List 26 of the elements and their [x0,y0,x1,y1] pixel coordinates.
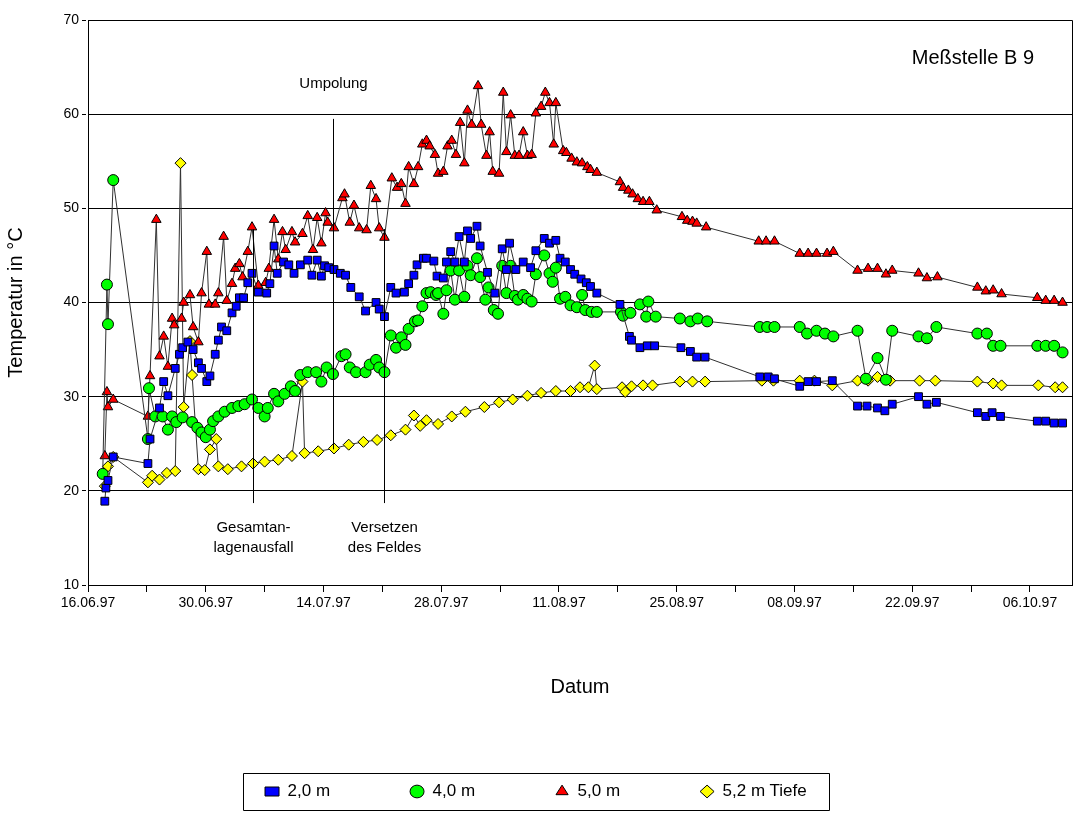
ref-line-label: Versetzen des Feldes [347,517,422,555]
x-tick-label: 30.06.97 [178,594,234,611]
y-tick-label: 60 [63,105,80,122]
x-tick-label: 25.08.97 [649,594,705,611]
legend-label: 5,0 m [577,781,621,801]
x-tick-label: 11.08.97 [532,594,586,611]
legend-label: 2,0 m [287,781,331,801]
x-tick-label: 16.06.97 [60,594,116,611]
y-tick-label: 30 [63,387,80,404]
legend-label: 4,0 m [432,781,476,801]
y-tick-label: 20 [63,481,80,498]
y-tick-label: 10 [63,575,80,592]
y-tick-label: 50 [63,199,80,216]
x-tick-label: 22.09.97 [884,594,940,611]
legend-label: 5,2 m Tiefe [722,781,807,801]
x-tick-label: 14.07.97 [296,594,351,611]
y-axis-title: Temperatur in °C [3,227,26,378]
x-axis-title: Datum [550,674,610,697]
text: Meßstelle B 9 [911,45,1034,68]
x-tick-label: 06.10.97 [1002,594,1058,611]
x-tick-label: 28.07.97 [413,594,469,611]
ref-line-label: Umpolung [299,74,368,92]
y-tick-label: 70 [63,10,80,27]
y-tick-label: 40 [63,293,80,310]
ref-line-label: Gesamtan- lagenausfall [213,517,294,555]
x-tick-label: 08.09.97 [767,594,822,611]
